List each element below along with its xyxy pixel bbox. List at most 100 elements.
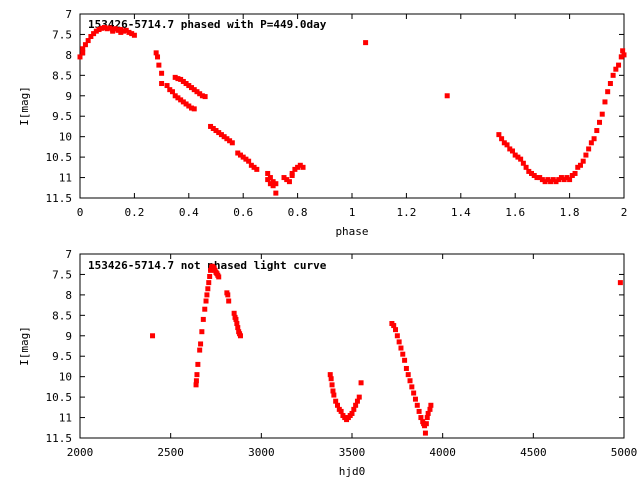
data-point: [82, 42, 88, 48]
data-point: [265, 170, 271, 176]
y-tick-label: 7: [65, 248, 72, 261]
data-point: [328, 376, 334, 382]
data-point: [88, 33, 94, 39]
data-point: [548, 179, 554, 185]
data-point: [363, 40, 369, 46]
data-point: [155, 54, 161, 60]
data-point: [580, 158, 586, 164]
data-point: [248, 162, 254, 168]
data-point: [198, 341, 204, 347]
data-point: [221, 134, 227, 140]
data-point: [156, 62, 162, 68]
data-point: [123, 27, 129, 33]
data-point: [605, 89, 611, 95]
data-point: [118, 27, 124, 33]
data-point: [99, 25, 105, 31]
data-point: [289, 173, 295, 179]
data-point: [206, 280, 212, 286]
x-tick-label: 1: [349, 206, 356, 219]
data-point: [391, 323, 397, 329]
data-point: [112, 26, 118, 32]
data-point: [349, 410, 355, 416]
data-point: [208, 123, 214, 129]
y-tick-label: 7.5: [52, 28, 72, 41]
data-point: [412, 396, 418, 402]
y-ticks: 7 7.5 8 8.5 9 9.5 10 10.5 11 11.5: [46, 248, 624, 445]
data-point: [189, 105, 195, 111]
x-tick-label: 5000: [611, 446, 638, 459]
data-point: [394, 333, 400, 339]
data-point: [267, 175, 273, 181]
data-point: [189, 85, 195, 91]
data-point: [529, 170, 535, 176]
x-tick-label: 0: [77, 206, 84, 219]
data-point: [564, 175, 570, 181]
data-point: [172, 93, 178, 99]
data-point: [425, 410, 431, 416]
data-point: [520, 160, 526, 166]
data-point: [523, 164, 529, 170]
data-point: [77, 54, 83, 60]
data-point: [233, 316, 239, 322]
data-point: [396, 339, 402, 345]
data-point: [599, 111, 605, 117]
data-point: [575, 164, 581, 170]
data-point: [398, 345, 404, 351]
data-point: [295, 164, 301, 170]
data-point: [104, 26, 110, 32]
data-point: [191, 87, 197, 93]
data-point: [175, 76, 181, 82]
y-tick-label: 9: [65, 90, 72, 103]
data-point: [226, 298, 232, 304]
data-point: [572, 170, 578, 176]
data-points: [150, 263, 623, 436]
data-point: [617, 280, 623, 286]
data-point: [561, 177, 567, 183]
x-tick-label: 0.2: [124, 206, 144, 219]
data-point: [80, 50, 86, 56]
data-point: [418, 415, 424, 421]
data-point: [96, 27, 102, 33]
x-tick-label: 0.6: [233, 206, 253, 219]
x-tick-label: 4500: [520, 446, 547, 459]
data-point: [588, 140, 594, 146]
data-point: [273, 181, 279, 187]
y-tick-label: 8: [65, 289, 72, 302]
data-point: [509, 148, 515, 154]
data-point: [507, 146, 513, 152]
data-point: [545, 177, 551, 183]
data-point: [197, 91, 203, 97]
y-tick-label: 10: [59, 131, 72, 144]
y-tick-label: 8: [65, 49, 72, 62]
data-point: [351, 406, 357, 412]
data-point: [197, 347, 203, 353]
data-point: [270, 179, 276, 185]
data-point: [409, 384, 415, 390]
data-point: [107, 25, 113, 31]
data-point: [602, 99, 608, 105]
data-point: [172, 74, 178, 80]
data-point: [193, 382, 199, 388]
data-point: [265, 177, 271, 183]
data-point: [331, 392, 337, 398]
data-point: [577, 162, 583, 168]
data-point: [539, 177, 545, 183]
data-point: [407, 378, 413, 384]
y-axis-label: I[mag]: [18, 326, 31, 366]
data-point: [91, 31, 97, 37]
data-point: [512, 152, 518, 158]
data-point: [553, 179, 559, 185]
data-point: [620, 48, 626, 54]
x-axis-label: phase: [335, 225, 368, 238]
data-point: [175, 95, 181, 101]
data-point: [273, 190, 279, 196]
y-axis-label: I[mag]: [18, 86, 31, 126]
x-tick-label: 1.8: [560, 206, 580, 219]
x-tick-label: 0.8: [288, 206, 308, 219]
y-tick-label: 10.5: [46, 151, 73, 164]
data-point: [178, 97, 184, 103]
data-point: [329, 382, 335, 388]
data-point: [193, 378, 199, 384]
x-tick-label: 1.6: [505, 206, 525, 219]
